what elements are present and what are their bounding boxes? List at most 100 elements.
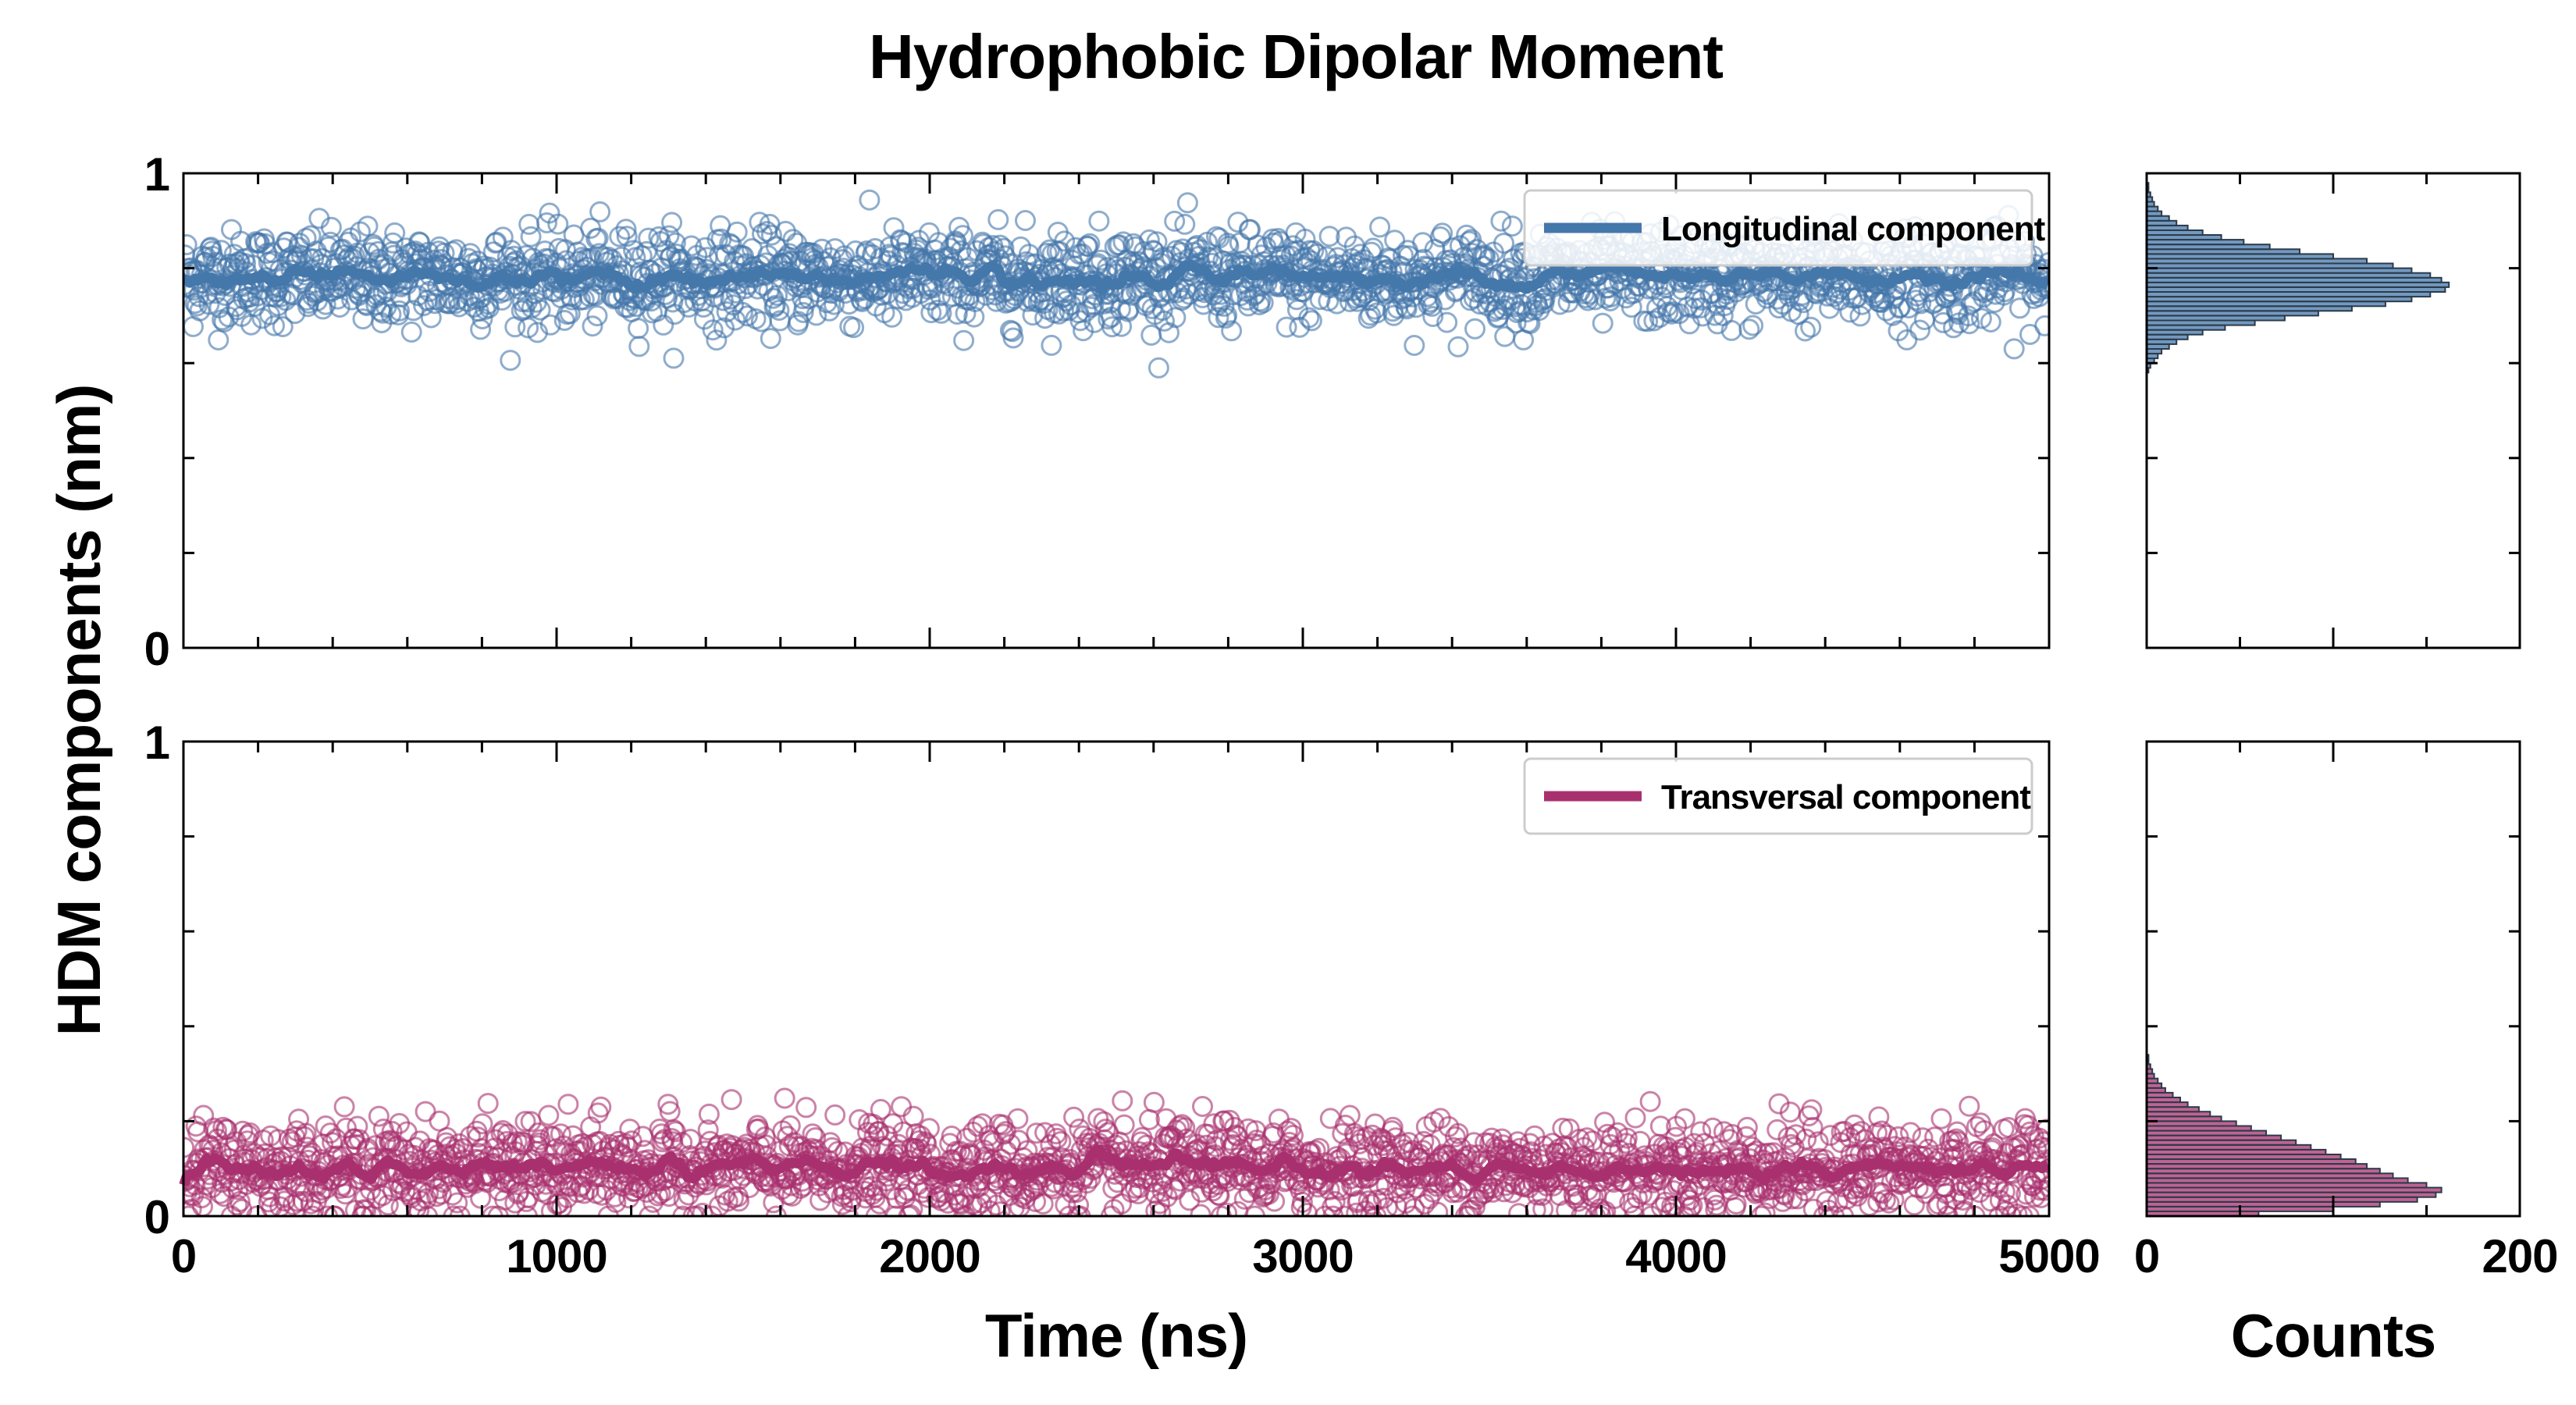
bottom-time-series-point bbox=[529, 1129, 551, 1151]
top-time-series-point bbox=[1099, 292, 1121, 314]
top-time-series-point bbox=[1101, 316, 1123, 338]
bottom-time-series-point bbox=[781, 1175, 802, 1197]
top-time-series-point bbox=[1208, 307, 1229, 329]
bottom-time-series-point bbox=[1836, 1188, 1858, 1210]
top-time-series-point bbox=[1138, 229, 1160, 251]
bottom-time-series-point bbox=[1404, 1197, 1425, 1216]
bottom-time-series-point bbox=[1878, 1192, 1900, 1214]
top-time-series-point bbox=[520, 226, 542, 247]
y-axis-label: HDM components (nm) bbox=[44, 385, 113, 1037]
top-time-series-point bbox=[1592, 312, 1614, 334]
top-time-series-point bbox=[662, 291, 684, 313]
bottom-time-series-point bbox=[1750, 1205, 1772, 1216]
bottom-time-series-point bbox=[1113, 1114, 1135, 1136]
top-time-series-point bbox=[1300, 310, 1322, 332]
bottom-time-series-point bbox=[1352, 1147, 1374, 1168]
longitudinal-histogram-panel bbox=[2145, 172, 2521, 649]
bottom-time-series-point bbox=[701, 1205, 723, 1216]
bottom-time-series-point bbox=[514, 1111, 536, 1133]
bottom-time-series-point bbox=[1823, 1205, 1845, 1216]
bottom-time-series-point bbox=[802, 1123, 824, 1145]
top-time-series-point bbox=[987, 208, 1009, 230]
bottom-time-series-point bbox=[1333, 1205, 1355, 1216]
top-time-series-point bbox=[272, 316, 294, 337]
top-time-series-point bbox=[703, 286, 724, 308]
x-tick-label: 2000 bbox=[879, 1230, 980, 1282]
bottom-time-series-point bbox=[1332, 1122, 1354, 1144]
top-time-series-point bbox=[1055, 290, 1077, 312]
bottom-time-series-point bbox=[779, 1115, 801, 1136]
top-time-series-point bbox=[843, 317, 865, 339]
top-time-series-point bbox=[2003, 338, 2025, 360]
counts-axis-label: Counts bbox=[2231, 1301, 2436, 1370]
top-time-series-point bbox=[1221, 320, 1243, 342]
bottom-time-series-point bbox=[1163, 1177, 1184, 1199]
top-time-series-point bbox=[661, 212, 683, 233]
bottom-time-series-legend: Transversal component bbox=[1523, 757, 2033, 835]
bottom-time-series-point bbox=[1050, 1131, 1072, 1153]
bottom-time-series-point bbox=[1674, 1108, 1695, 1129]
top-time-series-point bbox=[1849, 305, 1871, 327]
top-time-series-point bbox=[1464, 318, 1485, 340]
x-tick-label: 200 bbox=[2482, 1230, 2557, 1282]
bottom-time-series-point bbox=[447, 1192, 468, 1214]
top-time-series-point bbox=[372, 302, 393, 324]
bottom-time-series-point bbox=[1934, 1176, 1956, 1198]
bottom-time-series-point bbox=[1702, 1117, 1724, 1139]
bottom-time-series-frame bbox=[182, 740, 2051, 1218]
top-time-series-point bbox=[221, 219, 242, 240]
top-time-series-point bbox=[1133, 240, 1155, 262]
bottom-time-series-mean-line bbox=[179, 1144, 2051, 1187]
x-tick-label: 3000 bbox=[1252, 1230, 1353, 1282]
bottom-time-series-point bbox=[1143, 1091, 1165, 1113]
bottom-time-series-point bbox=[1174, 1117, 1196, 1139]
bottom-time-series-point bbox=[1223, 1116, 1245, 1138]
bottom-time-series-point bbox=[1683, 1133, 1705, 1154]
x-tick-label: 0 bbox=[2134, 1230, 2159, 1282]
bottom-time-series-point bbox=[1571, 1205, 1592, 1216]
top-time-series-point bbox=[1597, 277, 1619, 299]
bottom-time-series-point bbox=[1382, 1116, 1404, 1138]
bottom-time-series-point bbox=[1192, 1096, 1213, 1117]
top-time-series-point bbox=[1151, 300, 1173, 322]
bottom-time-series-point bbox=[1046, 1127, 1068, 1149]
bottom-time-series-point bbox=[955, 1205, 977, 1216]
bottom-time-series-point bbox=[916, 1133, 938, 1154]
bottom-time-series-point bbox=[1244, 1205, 1265, 1216]
bottom-time-series-point bbox=[1264, 1190, 1286, 1212]
bottom-time-series-point bbox=[212, 1116, 234, 1138]
bottom-time-series-point bbox=[1226, 1126, 1248, 1147]
bottom-time-series-point bbox=[324, 1205, 346, 1216]
top-time-series-point bbox=[1432, 222, 1453, 244]
top-time-series-point bbox=[1447, 336, 1469, 357]
top-time-series-point bbox=[308, 208, 330, 229]
bottom-time-series-point bbox=[1596, 1123, 1618, 1145]
bottom-time-series-point bbox=[1069, 1205, 1091, 1216]
bottom-time-series-point bbox=[1594, 1112, 1616, 1133]
top-time-series-point bbox=[315, 293, 336, 315]
bottom-time-series-point bbox=[443, 1205, 464, 1216]
top-time-series-point bbox=[1534, 288, 1556, 310]
x-tick-label: 4000 bbox=[1625, 1230, 1726, 1282]
bottom-time-series-point bbox=[918, 1118, 940, 1140]
bottom-time-series-point bbox=[333, 1096, 355, 1118]
bottom-time-series-point bbox=[1007, 1108, 1029, 1129]
bottom-time-series-point bbox=[518, 1186, 539, 1208]
bottom-time-series-point bbox=[1457, 1205, 1479, 1216]
longitudinal-time-series-panel: 0 1 Longitudinal component bbox=[144, 148, 2051, 675]
legend-label: Transversal component bbox=[1661, 778, 2031, 816]
bottom-time-series-point bbox=[698, 1103, 720, 1125]
bottom-time-series-point bbox=[1690, 1121, 1712, 1143]
top-time-series-point bbox=[312, 298, 334, 320]
bottom-time-series-point bbox=[2012, 1205, 2033, 1216]
bottom-time-series-point bbox=[1651, 1197, 1672, 1216]
top-time-series-point bbox=[536, 212, 557, 233]
bottom-time-series-point bbox=[1314, 1205, 1336, 1216]
top-time-series-point bbox=[702, 319, 724, 341]
top-time-series-point bbox=[2034, 315, 2049, 336]
bottom-time-series-point bbox=[1736, 1116, 1758, 1138]
top-time-series-point bbox=[1174, 213, 1196, 235]
bottom-time-series-point bbox=[557, 1094, 579, 1115]
bottom-time-series-point bbox=[381, 1121, 403, 1142]
bottom-time-series-point bbox=[1903, 1194, 1925, 1216]
